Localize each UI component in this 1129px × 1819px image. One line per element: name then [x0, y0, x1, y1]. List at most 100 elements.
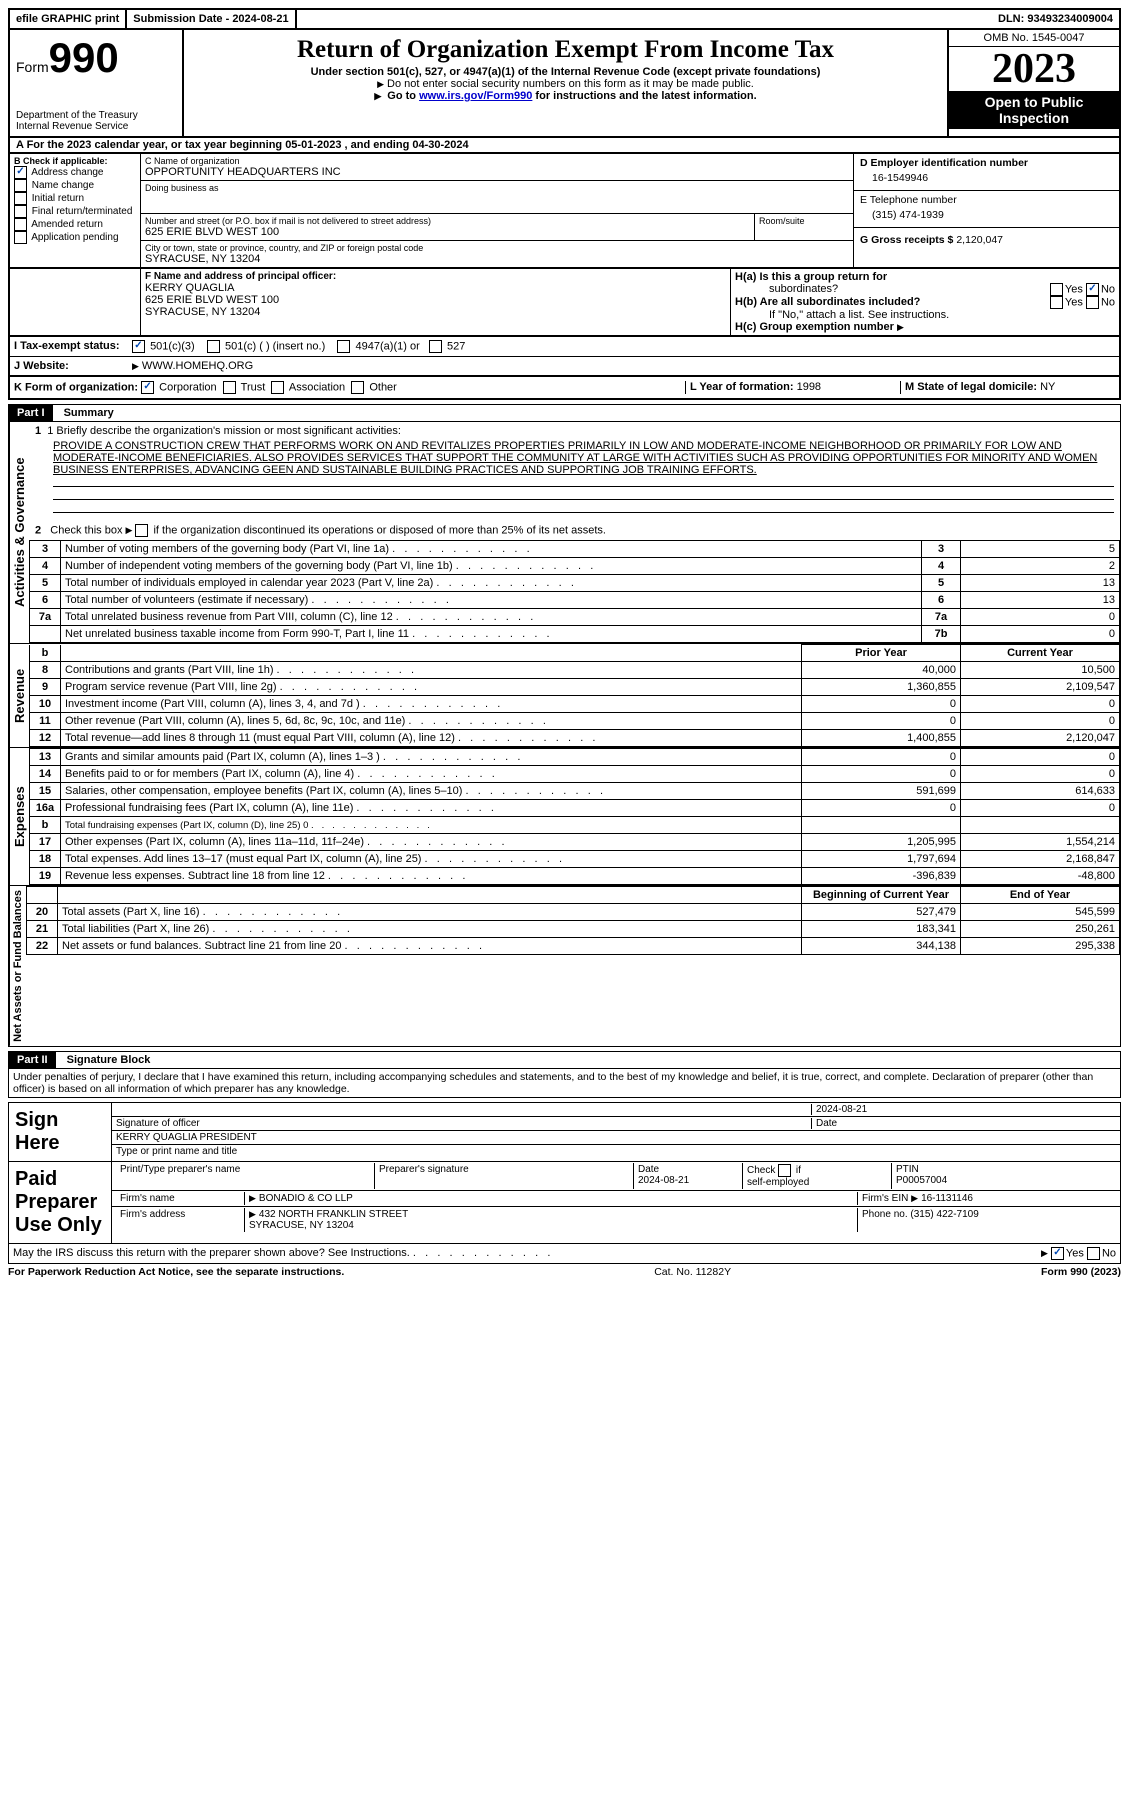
gross-label: G Gross receipts $: [860, 234, 953, 246]
begin-year-header: Beginning of Current Year: [802, 887, 961, 904]
name-title-label: Type or print name and title: [112, 1145, 1120, 1158]
checkbox[interactable]: [14, 192, 27, 205]
checkbox[interactable]: [14, 218, 27, 231]
firm-name: BONADIO & CO LLP: [245, 1192, 858, 1205]
line1-label: 1 1 Briefly describe the organization's …: [29, 422, 1120, 440]
firm-addr: 432 NORTH FRANKLIN STREET: [259, 1209, 408, 1220]
box-b-option: Address change: [14, 166, 136, 179]
table-row: 17Other expenses (Part IX, column (A), l…: [30, 834, 1120, 851]
527-check[interactable]: [429, 340, 442, 353]
table-row: 16aProfessional fundraising fees (Part I…: [30, 800, 1120, 817]
box-b: B Check if applicable: Address change Na…: [10, 154, 141, 267]
part-1-header: Part I Summary: [8, 404, 1121, 422]
501c-check[interactable]: [207, 340, 220, 353]
officer-name: KERRY QUAGLIA: [145, 282, 726, 294]
gov-label: Activities & Governance: [9, 422, 29, 643]
table-row: 22Net assets or fund balances. Subtract …: [27, 938, 1120, 955]
discuss-row: May the IRS discuss this return with the…: [8, 1244, 1121, 1264]
form-title: Return of Organization Exempt From Incom…: [190, 36, 941, 64]
dept-treasury: Department of the Treasury: [16, 110, 176, 121]
gross-value: 2,120,047: [956, 234, 1003, 246]
city-label: City or town, state or province, country…: [145, 243, 849, 253]
prep-date: 2024-08-21: [638, 1175, 689, 1186]
part-2-header: Part II Signature Block: [8, 1051, 1121, 1069]
tax-exempt-label: I Tax-exempt status:: [10, 337, 128, 356]
year-formation-value: 1998: [797, 381, 821, 393]
box-h: H(a) Is this a group return for subordin…: [731, 269, 1119, 335]
end-year-header: End of Year: [961, 887, 1120, 904]
ein-label: D Employer identification number: [860, 157, 1113, 169]
info-block: B Check if applicable: Address change Na…: [8, 154, 1121, 269]
box-b-option: Final return/terminated: [14, 205, 136, 218]
firm-phone-label: Phone no.: [862, 1209, 908, 1220]
assoc-check[interactable]: [271, 381, 284, 394]
pra-notice: For Paperwork Reduction Act Notice, see …: [8, 1266, 344, 1278]
right-col: D Employer identification number 16-1549…: [853, 154, 1119, 267]
firm-ein: 16-1131146: [921, 1193, 973, 1204]
submission-date: Submission Date - 2024-08-21: [127, 10, 296, 28]
efile-label: efile GRAPHIC print: [10, 10, 127, 28]
mission-text: PROVIDE A CONSTRUCTION CREW THAT PERFORM…: [29, 440, 1120, 486]
link-suffix: for instructions and the latest informat…: [532, 90, 756, 102]
501c3-check[interactable]: [132, 340, 145, 353]
checkbox[interactable]: [14, 166, 27, 179]
other-check[interactable]: [351, 381, 364, 394]
street-address: 625 ERIE BLVD WEST 100: [145, 226, 750, 238]
officer-name-title: KERRY QUAGLIA PRESIDENT: [112, 1131, 1120, 1145]
state-domicile-value: NY: [1040, 381, 1055, 393]
revenue-section: Revenue bPrior YearCurrent Year 8Contrib…: [8, 644, 1121, 748]
instructions-link-row: Go to www.irs.gov/Form990 for instructio…: [190, 90, 941, 102]
table-row: 18Total expenses. Add lines 13–17 (must …: [30, 851, 1120, 868]
form-word: Form: [16, 59, 49, 75]
addr-label: Number and street (or P.O. box if mail i…: [145, 216, 750, 226]
checkbox[interactable]: [14, 179, 27, 192]
cat-no: Cat. No. 11282Y: [654, 1266, 731, 1278]
officer-addr1: 625 ERIE BLVD WEST 100: [145, 294, 726, 306]
4947-check[interactable]: [337, 340, 350, 353]
form-header: Form990 Department of the Treasury Inter…: [8, 30, 1121, 138]
part-2-bar: Part II: [9, 1052, 56, 1068]
gov-table: 3Number of voting members of the governi…: [29, 540, 1120, 643]
ssn-note: Do not enter social security numbers on …: [190, 78, 941, 90]
hb-no[interactable]: [1086, 296, 1099, 309]
box-b-option: Application pending: [14, 231, 136, 244]
firm-ein-label: Firm's EIN: [862, 1193, 908, 1204]
phone-label: E Telephone number: [860, 194, 1113, 206]
hb-yes[interactable]: [1050, 296, 1063, 309]
table-row: Net unrelated business taxable income fr…: [30, 626, 1120, 643]
discuss-yes[interactable]: [1051, 1247, 1064, 1260]
trust-check[interactable]: [223, 381, 236, 394]
header-left: Form990 Department of the Treasury Inter…: [10, 30, 184, 136]
table-row: 10Investment income (Part VIII, column (…: [30, 696, 1120, 713]
irs-label: Internal Revenue Service: [16, 121, 176, 132]
header-right: OMB No. 1545-0047 2023 Open to Public In…: [947, 30, 1119, 136]
hb-label: H(b) Are all subordinates included?: [735, 296, 920, 309]
table-row: 19Revenue less expenses. Subtract line 1…: [30, 868, 1120, 885]
line2-text: 2 Check this box if the organization dis…: [29, 521, 1120, 540]
checkbox[interactable]: [14, 205, 27, 218]
phone-value: (315) 474-1939: [860, 206, 1113, 224]
room-label: Room/suite: [759, 216, 849, 226]
net-label: Net Assets or Fund Balances: [9, 886, 26, 1046]
net-table: Beginning of Current YearEnd of Year 20T…: [26, 886, 1120, 955]
sign-date: 2024-08-21: [811, 1104, 1116, 1115]
ptin-label: PTIN: [896, 1164, 919, 1175]
open-to-public: Open to Public Inspection: [949, 91, 1119, 129]
header-mid: Return of Organization Exempt From Incom…: [184, 30, 947, 136]
state-domicile-label: M State of legal domicile:: [905, 381, 1037, 393]
exp-table: 13Grants and similar amounts paid (Part …: [29, 748, 1120, 885]
self-emp-check[interactable]: [778, 1164, 791, 1177]
tax-exempt-opts: 501(c)(3) 501(c) ( ) (insert no.) 4947(a…: [128, 337, 1119, 356]
box-c: C Name of organization OPPORTUNITY HEADQ…: [141, 154, 853, 267]
table-row: 6Total number of volunteers (estimate if…: [30, 592, 1120, 609]
dba-label: Doing business as: [145, 183, 849, 193]
line2-check[interactable]: [135, 524, 148, 537]
firm-addr2: SYRACUSE, NY 13204: [249, 1220, 354, 1231]
discuss-no[interactable]: [1087, 1247, 1100, 1260]
ha-yes[interactable]: [1050, 283, 1063, 296]
checkbox[interactable]: [14, 231, 27, 244]
ha-no[interactable]: [1086, 283, 1099, 296]
corp-check[interactable]: [141, 381, 154, 394]
sig-officer-label: Signature of officer: [116, 1118, 811, 1129]
irs-link[interactable]: www.irs.gov/Form990: [419, 90, 532, 102]
